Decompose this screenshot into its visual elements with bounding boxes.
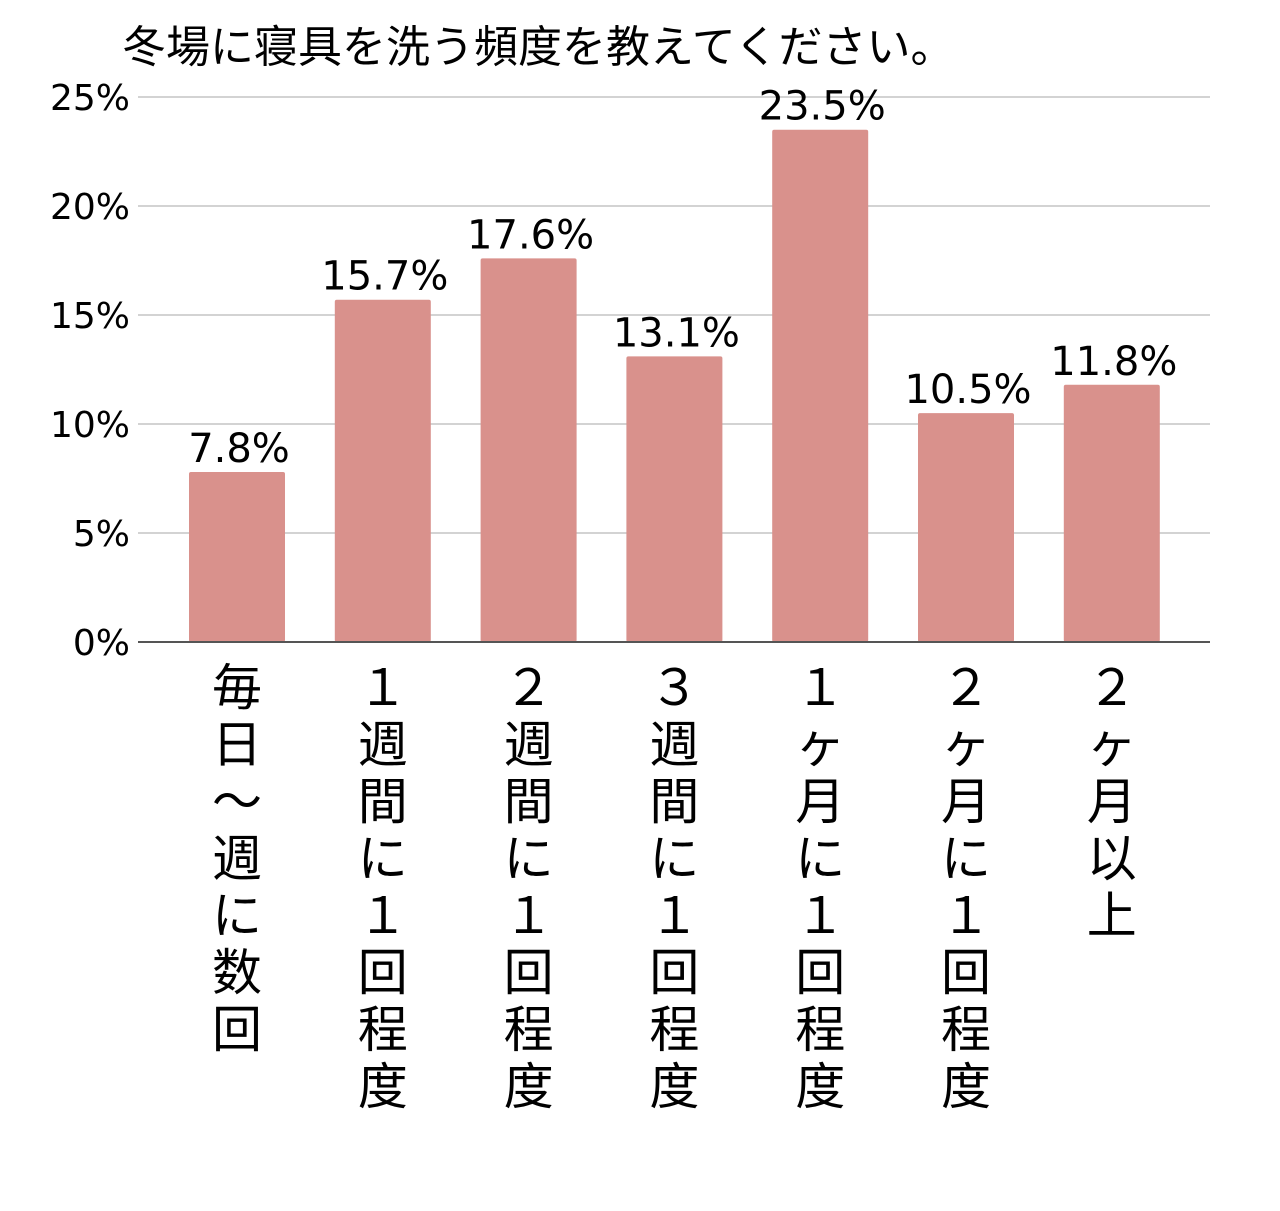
bar — [626, 356, 723, 642]
value-labels: 7.8% 15.7% 17.6% 13.1% 23.5% 10.5% 11.8% — [188, 84, 1177, 472]
category-label: １週間に１回程度 — [358, 659, 408, 1116]
bar-value-label: 15.7% — [321, 254, 448, 300]
bar — [918, 413, 1014, 642]
bar — [334, 299, 431, 642]
bar-value-label: 13.1% — [613, 310, 740, 356]
category-label: 毎日〜週に数回 — [212, 659, 262, 1059]
category-labels: 毎日〜週に数回 １週間に１回程度 ２週間に１回程度 ３週間に１回程度 １ヶ月に１回程度 ２… — [212, 659, 1137, 1116]
y-tick-label: 5% — [73, 514, 130, 555]
category-label: ２週間に１回程度 — [504, 659, 554, 1116]
bar-value-label: 11.8% — [1050, 339, 1177, 385]
bar — [189, 471, 285, 642]
category-label: ２ヶ月以上 — [1087, 659, 1137, 945]
y-tick-label: 15% — [50, 296, 130, 337]
bar-value-label: 23.5% — [759, 84, 886, 130]
y-tick-label: 10% — [50, 405, 130, 446]
category-label: ３週間に１回程度 — [649, 659, 699, 1116]
y-tick-label: 20% — [50, 187, 130, 228]
chart-title: 冬場に寝具を洗う頻度を教えてください。 — [122, 22, 954, 73]
bar-value-label: 7.8% — [188, 426, 290, 472]
gridlines — [138, 96, 1210, 534]
bar-value-label: 10.5% — [904, 367, 1031, 413]
y-tick-label: 0% — [73, 623, 130, 664]
category-label: １ヶ月に１回程度 — [795, 659, 845, 1116]
y-axis-ticks: 0% 5% 10% 15% 20% 25% — [50, 78, 130, 664]
bar — [1063, 384, 1160, 642]
category-label: ２ヶ月に１回程度 — [941, 659, 991, 1116]
bar — [480, 258, 577, 642]
y-tick-label: 25% — [50, 78, 130, 119]
bar-value-label: 17.6% — [467, 212, 594, 258]
bars — [189, 129, 1160, 642]
bar — [772, 129, 869, 642]
